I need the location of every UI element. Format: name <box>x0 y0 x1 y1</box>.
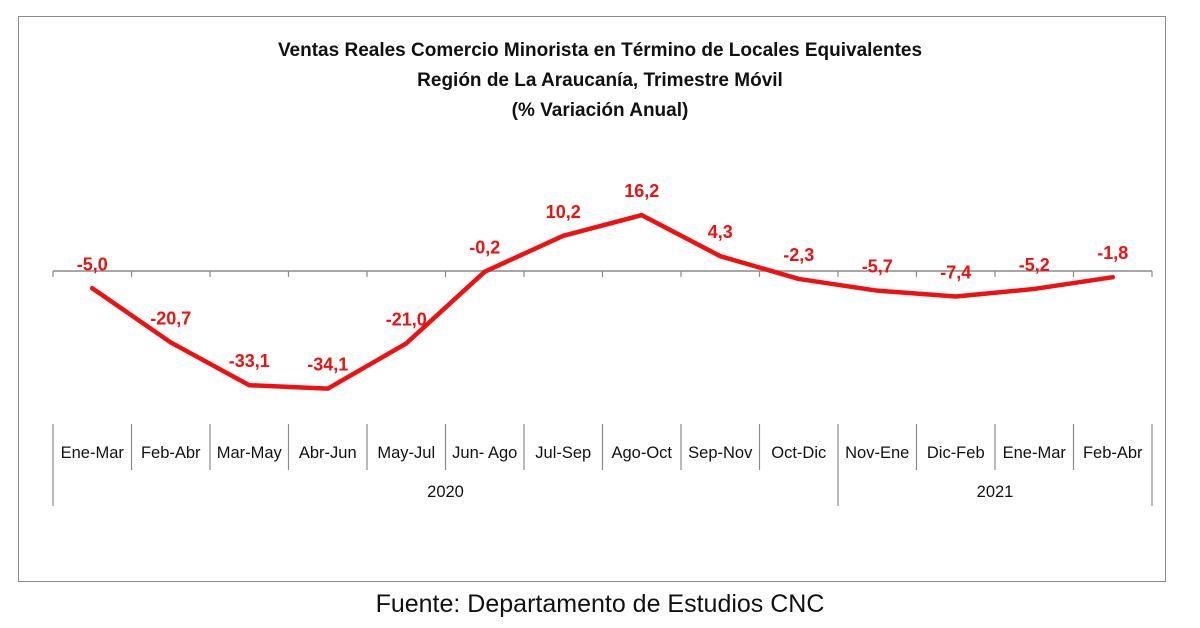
data-point <box>90 286 95 291</box>
series-line <box>90 212 1115 391</box>
category-label-layer: Ene-Mar Feb-Abr Mar-May Abr-Jun May-Jul Jun- … <box>61 444 1143 501</box>
data-point <box>561 233 566 238</box>
chart-frame <box>18 16 1166 582</box>
chart-title-line-3: (% Variación Anual) <box>511 100 689 121</box>
category-label: Ene-Mar <box>1003 444 1067 462</box>
data-point <box>953 294 958 299</box>
series-line-layer <box>90 212 1115 391</box>
category-label: Feb-Abr <box>141 444 201 462</box>
data-label: -34,1 <box>307 355 348 375</box>
category-label: Mar-May <box>217 444 283 462</box>
category-label: Abr-Jun <box>299 444 357 462</box>
data-label: -2,3 <box>783 245 814 265</box>
data-label: -20,7 <box>150 308 191 328</box>
data-point <box>796 276 801 281</box>
axis-layer <box>52 270 1153 506</box>
data-label: -1,8 <box>1097 243 1128 263</box>
data-label: -33,1 <box>229 351 270 371</box>
category-label: Oct-Dic <box>771 444 826 462</box>
chart-title-line-1: Ventas Reales Comercio Minorista en Térm… <box>277 40 923 61</box>
data-label: -5,2 <box>1019 255 1050 275</box>
data-label: 10,2 <box>546 202 581 222</box>
data-label: -5,7 <box>862 257 893 277</box>
category-label: Sep-Nov <box>688 444 753 462</box>
category-label: Jun- Ago <box>452 444 517 462</box>
data-label: 16,2 <box>624 181 659 201</box>
category-label: Ago-Oct <box>611 444 672 462</box>
group-label: 2021 <box>977 483 1014 501</box>
group-label: 2020 <box>427 483 464 501</box>
category-label: Nov-Ene <box>845 444 909 462</box>
category-label: Dic-Feb <box>927 444 985 462</box>
data-label: -7,4 <box>940 263 971 283</box>
data-label: -5,0 <box>77 254 108 274</box>
data-point <box>718 254 723 259</box>
data-point <box>168 340 173 345</box>
data-point <box>325 386 330 391</box>
data-label-layer: -5,0 -20,7 -33,1 -34,1 -21,0 -0,2 10,2 16,2 4,3 -… <box>77 181 1129 375</box>
source-footer: Fuente: Departamento de Estudios CNC <box>375 590 825 618</box>
category-label: Jul-Sep <box>535 444 591 462</box>
data-point <box>1032 286 1037 291</box>
data-point <box>247 383 252 388</box>
data-label: -21,0 <box>386 309 427 329</box>
data-point <box>482 269 487 274</box>
chart-title-line-2: Región de La Araucanía, Trimestre Móvil <box>417 70 783 91</box>
data-label: -0,2 <box>469 238 500 258</box>
data-point <box>639 213 644 218</box>
data-label: 4,3 <box>708 222 733 242</box>
category-label: May-Jul <box>377 444 435 462</box>
data-point <box>1110 275 1115 280</box>
data-point <box>404 341 409 346</box>
data-point <box>875 288 880 293</box>
category-label: Feb-Abr <box>1083 444 1143 462</box>
category-label: Ene-Mar <box>61 444 125 462</box>
